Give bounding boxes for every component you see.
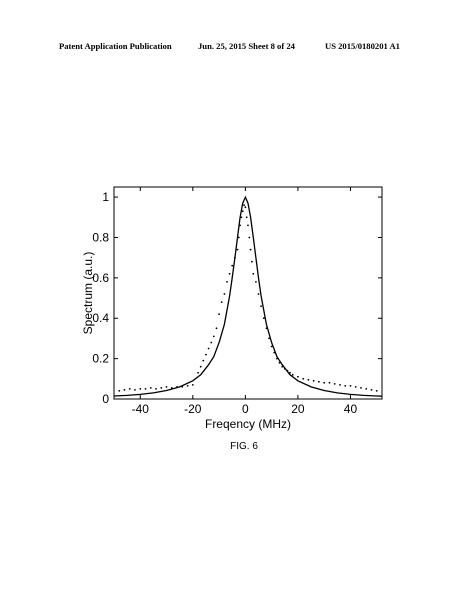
data-point (155, 388, 157, 390)
y-tick-label: 0.4 (92, 311, 109, 325)
y-tick-label: 1 (102, 190, 109, 204)
publication-number: US 2015/0180201 A1 (325, 41, 400, 51)
data-point (170, 387, 173, 389)
data-point (134, 389, 136, 391)
data-point (252, 272, 255, 275)
data-point (226, 281, 228, 283)
data-point (307, 378, 310, 381)
data-point (249, 248, 252, 251)
publication-date-sheet: Jun. 25, 2015 Sheet 8 of 24 (198, 41, 295, 51)
data-point (202, 359, 205, 362)
data-point (228, 272, 231, 275)
data-point (139, 388, 142, 390)
data-point (255, 281, 257, 283)
fit-curve-line (113, 195, 383, 397)
data-point (344, 385, 347, 387)
data-point (210, 341, 213, 344)
data-point (128, 388, 131, 390)
y-tick-label: 0 (102, 392, 109, 406)
data-point (223, 293, 226, 295)
data-point (197, 371, 200, 374)
data-point (165, 386, 168, 388)
publication-title: Patent Application Publication (59, 41, 172, 51)
data-point (218, 313, 221, 316)
data-point (268, 337, 270, 340)
data-point (240, 216, 243, 219)
data-point (349, 385, 352, 387)
y-tick-label: 0.2 (92, 352, 109, 366)
data-point (333, 383, 336, 385)
data-point (186, 385, 189, 387)
data-point (160, 387, 163, 389)
data-point (248, 236, 251, 239)
data-point (265, 327, 268, 330)
data-point (149, 387, 152, 389)
data-point (302, 377, 305, 380)
data-point (176, 386, 179, 388)
data-point (237, 236, 240, 239)
data-point (318, 380, 320, 383)
x-axis-label: Freqency (MHz) (205, 417, 291, 431)
data-point (236, 248, 239, 251)
data-point (370, 389, 373, 391)
data-point (283, 367, 286, 370)
data-point (118, 390, 121, 392)
data-point (276, 357, 278, 360)
data-point (123, 389, 126, 391)
data-point (239, 224, 242, 227)
data-point (286, 369, 289, 372)
data-point (234, 256, 236, 259)
y-tick-label: 0.6 (92, 271, 109, 285)
data-point (247, 224, 249, 227)
y-axis-label: Spectrum (a.u.) (81, 252, 95, 335)
data-point (260, 305, 262, 307)
data-point (251, 260, 253, 263)
data-point (360, 387, 362, 389)
data-point (207, 347, 210, 350)
plot-frame (113, 186, 383, 400)
y-tick-label: 0.8 (92, 230, 109, 244)
x-tick-label: -20 (184, 402, 202, 416)
data-point (245, 216, 248, 219)
data-point (191, 384, 194, 386)
data-point (289, 371, 291, 374)
data-point (375, 390, 378, 392)
data-point (212, 335, 215, 338)
data-point (323, 381, 326, 384)
figure-caption: FIG. 6 (0, 441, 474, 452)
data-point (144, 388, 147, 390)
data-point (215, 327, 218, 330)
data-point (220, 301, 223, 303)
data-point (312, 379, 315, 382)
data-point (199, 365, 202, 368)
page-header: Patent Application Publication Jun. 25, … (0, 41, 474, 55)
data-point (291, 373, 294, 376)
data-point (328, 381, 331, 384)
data-point (244, 206, 247, 209)
data-point (354, 386, 357, 388)
data-point (262, 317, 265, 320)
x-tick-label: 40 (344, 402, 358, 416)
data-point (243, 204, 246, 207)
data-point (297, 375, 299, 378)
x-tick-label: 20 (291, 402, 305, 416)
data-point (281, 365, 284, 368)
data-point (273, 351, 276, 354)
data-point (231, 264, 234, 267)
data-point (278, 361, 281, 364)
data-point (257, 293, 260, 295)
data-point (339, 384, 341, 386)
x-tick-label: 0 (242, 402, 249, 416)
data-point (270, 345, 273, 348)
x-tick-label: -40 (132, 402, 150, 416)
data-point (365, 388, 368, 390)
data-point (181, 386, 184, 388)
data-point (241, 210, 244, 213)
figure-label: FIG. 6 (230, 441, 258, 452)
data-point (205, 353, 207, 356)
